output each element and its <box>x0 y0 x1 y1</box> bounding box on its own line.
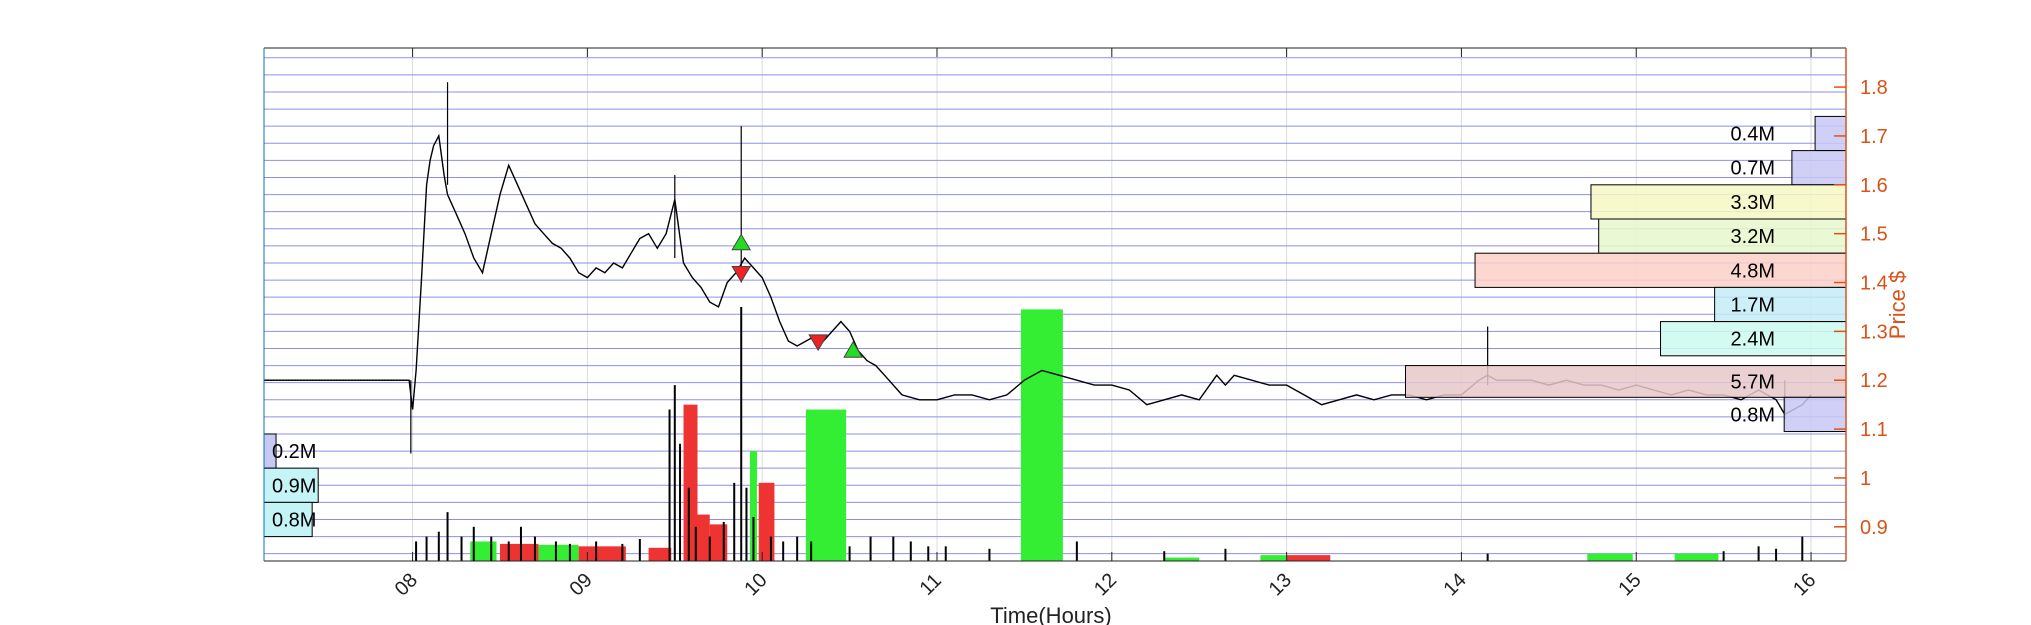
volume-profile-label: 4.8M <box>1731 260 1775 282</box>
x-tick-label: 14 <box>1440 569 1471 600</box>
x-tick-label: 12 <box>1090 569 1121 600</box>
y-tick-label: 1.1 <box>1860 419 1888 441</box>
volume-profile-label: 0.2M <box>272 441 316 463</box>
volume-profile-label: 2.4M <box>1731 329 1775 351</box>
y-tick-label: 1.6 <box>1860 175 1888 197</box>
volume-profile-label: 3.2M <box>1731 226 1775 248</box>
axes: 08 09 10 11 12 13 14 15 16 0.9 1 1.1 1.2 1.3 1.4 1.5 1.6… <box>263 47 1888 600</box>
x-tick-label: 15 <box>1614 569 1645 600</box>
volume-profile-bar <box>1590 184 1847 220</box>
volume-block <box>1164 557 1200 561</box>
volume-profile-bar <box>263 467 319 503</box>
volume-block <box>697 514 710 561</box>
y-tick-label: 1.3 <box>1860 321 1888 343</box>
buy-marker <box>731 233 752 251</box>
trade-markers <box>731 233 863 358</box>
volume-profile-label: 5.7M <box>1731 371 1775 393</box>
volume-profile-bar <box>1783 396 1847 433</box>
x-tick-label: 16 <box>1789 569 1820 600</box>
y-tick-label: 1.4 <box>1860 273 1888 295</box>
y-tick-label: 1 <box>1860 468 1871 490</box>
volume-bars <box>415 306 1804 561</box>
volume-profile-bar <box>1814 115 1847 152</box>
x-tick-label: 09 <box>566 569 597 600</box>
volume-block <box>470 541 497 561</box>
volume-profile-label: 1.7M <box>1731 295 1775 317</box>
x-tick-label: 08 <box>391 569 422 600</box>
volume-profile-label: 0.7M <box>1731 158 1775 180</box>
volume-block <box>1286 555 1331 561</box>
volume-block <box>749 451 757 561</box>
volume-profile-label: 0.4M <box>1731 124 1775 146</box>
volume-block <box>1674 553 1719 561</box>
volume-block <box>805 409 847 561</box>
sell-marker <box>808 334 829 352</box>
volume-profile-label: 0.8M <box>272 509 316 531</box>
volume-block <box>1260 555 1287 561</box>
y-tick-label: 1.2 <box>1860 370 1888 392</box>
x-axis-title: Time(Hours) <box>990 603 1111 625</box>
volume-block <box>578 546 626 561</box>
volume-block <box>683 404 698 561</box>
volume-profile-label: 0.8M <box>1731 404 1775 426</box>
volume-profile-bar <box>1404 365 1847 398</box>
buy-marker <box>843 340 863 358</box>
volume-block <box>499 543 539 561</box>
volume-profile-bar <box>1474 252 1847 288</box>
volume-profile-bar <box>1714 286 1847 323</box>
y-tick-label: 1.5 <box>1860 224 1888 246</box>
volume-profile-bar <box>263 501 313 538</box>
volume-block <box>758 482 775 561</box>
y-tick-label: 1.7 <box>1860 126 1888 148</box>
y-tick-label: 0.9 <box>1860 517 1888 539</box>
y-tick-label: 1.8 <box>1860 77 1888 99</box>
x-tick-label: 13 <box>1265 569 1296 600</box>
sell-marker <box>731 265 752 283</box>
volume-profile-bar <box>1791 150 1847 186</box>
y-axis-title: Price $ <box>1885 271 1910 339</box>
volume-profile: 0.4M 0.7M 3.3M 3.2M 4.8M 1.7M 2.4M 5.7M 0.8M 0.2M… <box>263 115 1847 538</box>
volume-block <box>538 544 579 561</box>
volume-block <box>648 547 672 561</box>
volume-block <box>1587 553 1633 561</box>
volume-block <box>1020 309 1063 561</box>
x-tick-label: 11 <box>916 570 946 600</box>
volume-profile-label: 0.9M <box>272 475 316 497</box>
x-tick-label: 10 <box>740 569 771 600</box>
volume-profile-label: 3.3M <box>1731 192 1775 214</box>
volume-profile-bar <box>1598 218 1847 254</box>
